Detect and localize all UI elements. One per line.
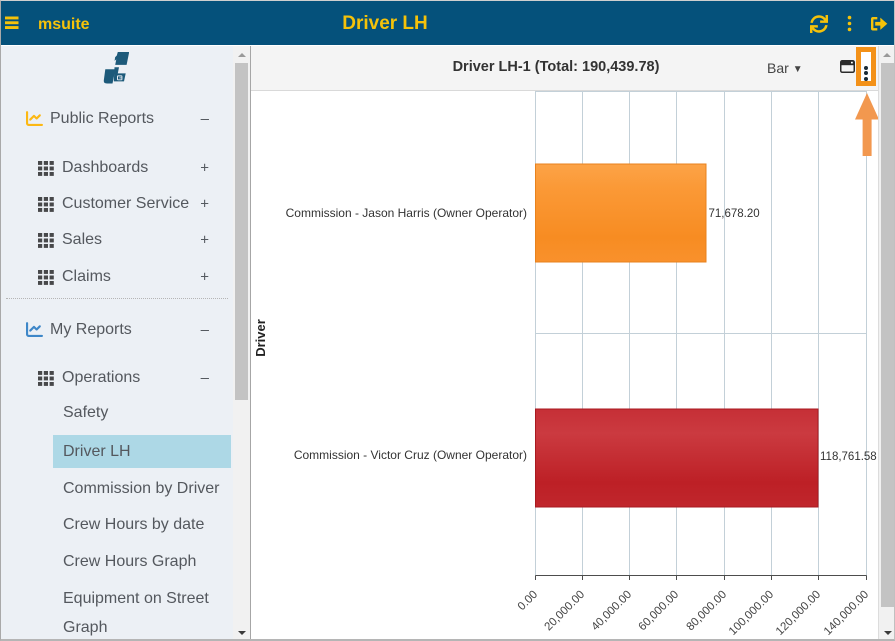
svg-text:60,000.00: 60,000.00 bbox=[636, 589, 681, 634]
svg-text:20,000.00: 20,000.00 bbox=[542, 589, 587, 634]
svg-text:Driver: Driver bbox=[253, 319, 268, 357]
svg-text:0.00: 0.00 bbox=[516, 589, 540, 613]
svg-text:118,761.58: 118,761.58 bbox=[820, 451, 877, 463]
svg-text:140,000.00: 140,000.00 bbox=[822, 589, 871, 638]
svg-text:80,000.00: 80,000.00 bbox=[684, 589, 729, 634]
svg-text:40,000.00: 40,000.00 bbox=[589, 589, 634, 634]
svg-text:120,000.00: 120,000.00 bbox=[774, 589, 823, 638]
svg-text:71,678.20: 71,678.20 bbox=[709, 208, 760, 220]
svg-text:100,000.00: 100,000.00 bbox=[727, 589, 776, 638]
svg-text:Commission - Victor Cruz (Owne: Commission - Victor Cruz (Owner Operator… bbox=[294, 448, 527, 462]
svg-text:Commission - Jason Harris (Own: Commission - Jason Harris (Owner Operato… bbox=[286, 206, 527, 220]
